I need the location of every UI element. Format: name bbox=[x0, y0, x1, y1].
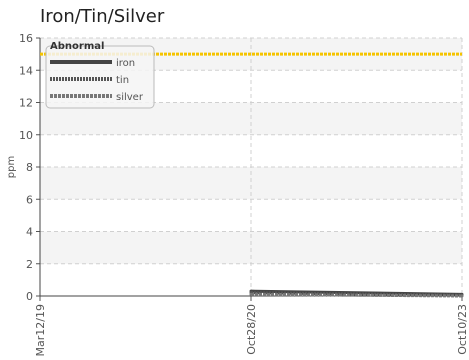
legend: Abnormal iron tin silver bbox=[45, 41, 155, 109]
y-tick-label: 4 bbox=[26, 226, 33, 239]
series-group bbox=[249, 289, 464, 298]
y-tick-label: 2 bbox=[26, 258, 33, 271]
series-line-silver bbox=[250, 292, 463, 298]
x-tick-label: Mar12/19 bbox=[34, 304, 47, 356]
data-point-silver bbox=[249, 292, 253, 296]
x-tick-label: Oct28/20 bbox=[245, 304, 258, 355]
y-axis-title: ppm bbox=[6, 156, 17, 178]
y-tick-label: 14 bbox=[19, 64, 33, 77]
x-tick-label: Oct10/23 bbox=[456, 304, 469, 355]
legend-item-label: iron bbox=[116, 58, 135, 69]
y-tick-label: 12 bbox=[19, 97, 33, 110]
y-tick-label: 0 bbox=[26, 290, 33, 303]
y-tick-label: 16 bbox=[19, 32, 33, 45]
legend-item-label: silver bbox=[116, 92, 144, 103]
y-tick-label: 8 bbox=[26, 161, 33, 174]
chart-title: Iron/Tin/Silver bbox=[40, 6, 165, 27]
legend-item-label: tin bbox=[116, 75, 129, 86]
legend-item-label: Abnormal bbox=[50, 41, 104, 52]
y-tick-label: 6 bbox=[26, 193, 33, 206]
data-point-silver bbox=[460, 294, 464, 298]
y-tick-label: 10 bbox=[19, 129, 33, 142]
axes: 0 2 4 6 8 10 12 14 16 Mar12/19 Oct28/20 Oct10/23 ppm bbox=[6, 32, 469, 356]
